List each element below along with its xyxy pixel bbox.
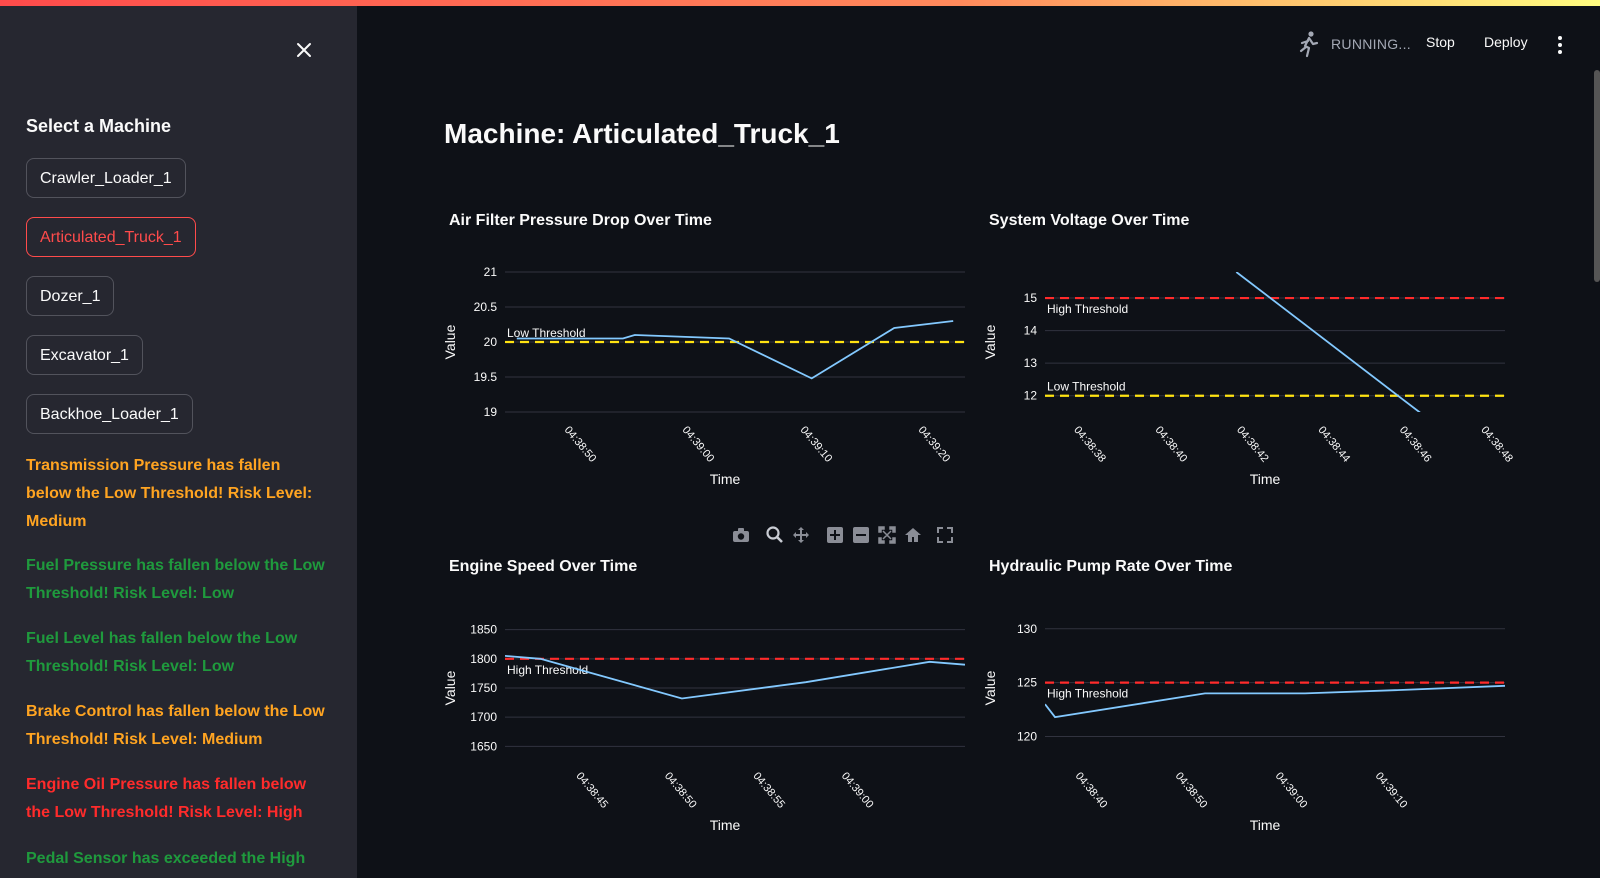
y-axis-title: Value <box>982 670 998 705</box>
machine-button-backhoe-loader[interactable]: Backhoe_Loader_1 <box>26 394 193 434</box>
series-line <box>1045 684 1505 719</box>
chart-title: Air Filter Pressure Drop Over Time <box>449 212 712 229</box>
zoom-out-icon[interactable] <box>852 526 872 546</box>
x-tick-label: 04:39:00 <box>680 424 717 465</box>
y-tick-label: 20.5 <box>474 300 498 314</box>
chart-svg: 19 19.5 20 20.5 21 04:38:50 04:39:00 04:39:10 04… <box>442 265 965 487</box>
chart-svg: 120 125 130 04:38:40 04:38:50 04:39:00 04:39:1… <box>982 622 1505 833</box>
x-tick-label: 04:38:38 <box>1071 424 1108 465</box>
y-tick-label: 14 <box>1024 324 1038 338</box>
y-tick-label: 1750 <box>470 681 497 695</box>
zoom-in-icon[interactable] <box>826 526 846 546</box>
x-tick-label: 04:38:42 <box>1234 424 1271 465</box>
top-decoration-bar <box>0 0 1600 6</box>
chart-title: Engine Speed Over Time <box>449 558 638 575</box>
x-tick-label: 04:38:55 <box>750 770 787 811</box>
chart-title: Hydraulic Pump Rate Over Time <box>989 558 1233 575</box>
threshold-label: Low Threshold <box>1047 380 1126 394</box>
sidebar-title: Select a Machine <box>26 116 172 136</box>
x-axis-title: Time <box>1250 817 1281 833</box>
machine-button-articulated-truck[interactable]: Articulated_Truck_1 <box>26 217 196 257</box>
stop-button[interactable]: Stop <box>1426 34 1455 50</box>
chart-svg: 1650 1700 1750 1800 1850 04:38:45 04:38:50 04:3… <box>442 623 965 833</box>
fullscreen-icon[interactable] <box>936 526 956 546</box>
x-tick-label: 04:38:40 <box>1153 424 1190 465</box>
y-tick-label: 120 <box>1017 729 1037 743</box>
autoscale-icon[interactable] <box>878 526 898 546</box>
system-voltage-chart: System Voltage Over Time 12 13 14 15 04:38:3… <box>982 212 1515 502</box>
y-tick-label: 1650 <box>470 739 497 753</box>
close-icon <box>297 43 311 57</box>
y-axis-title: Value <box>982 324 998 359</box>
machine-button-crawler-loader[interactable]: Crawler_Loader_1 <box>26 158 186 198</box>
sidebar: Select a Machine Crawler_Loader_1 Articu… <box>0 6 357 878</box>
threshold-label: High Threshold <box>1047 302 1128 316</box>
y-tick-label: 19 <box>484 405 498 419</box>
y-tick-label: 1800 <box>470 652 497 666</box>
x-axis-title: Time <box>710 817 741 833</box>
threshold-label: High Threshold <box>507 663 588 677</box>
y-tick-label: 1850 <box>470 623 497 637</box>
y-tick-label: 125 <box>1017 676 1037 690</box>
hydraulic-pump-chart: Hydraulic Pump Rate Over Time 120 125 130 0… <box>982 558 1515 848</box>
y-tick-label: 130 <box>1017 622 1037 636</box>
alert-message: Fuel Pressure has fallen below the Low T… <box>26 557 325 602</box>
y-tick-label: 21 <box>484 265 498 279</box>
y-tick-label: 19.5 <box>474 370 498 384</box>
x-axis-title: Time <box>1250 471 1281 487</box>
machine-button-dozer[interactable]: Dozer_1 <box>26 276 115 316</box>
machine-button-excavator[interactable]: Excavator_1 <box>26 335 143 375</box>
x-tick-label: 04:38:50 <box>562 424 599 465</box>
x-tick-label: 04:38:50 <box>662 770 699 811</box>
running-status: RUNNING... <box>1331 36 1411 52</box>
x-axis-title: Time <box>710 471 741 487</box>
chart-title: System Voltage Over Time <box>989 212 1190 229</box>
y-axis-title: Value <box>442 324 458 359</box>
alert-message: Fuel Level has fallen below the Low Thre… <box>26 630 298 675</box>
x-tick-label: 04:38:40 <box>1073 770 1110 811</box>
y-tick-label: 15 <box>1024 291 1038 305</box>
alert-message: Transmission Pressure has fallen below t… <box>26 457 313 530</box>
y-tick-label: 13 <box>1024 356 1038 370</box>
x-tick-label: 04:39:10 <box>1373 770 1410 811</box>
pan-icon[interactable] <box>792 526 812 546</box>
close-sidebar-button[interactable] <box>290 36 318 64</box>
home-icon[interactable] <box>904 526 924 546</box>
x-tick-label: 04:38:50 <box>1173 770 1210 811</box>
y-axis-title: Value <box>442 670 458 705</box>
x-tick-label: 04:39:20 <box>916 424 953 465</box>
threshold-label: High Threshold <box>1047 687 1128 701</box>
chart-svg: 12 13 14 15 04:38:38 04:38:40 04:38:42 04:38:44… <box>982 272 1515 487</box>
air-filter-chart: Air Filter Pressure Drop Over Time 19 19.… <box>442 212 965 502</box>
series-line <box>516 320 954 380</box>
x-tick-label: 04:38:48 <box>1478 424 1515 465</box>
page-scrollbar[interactable] <box>1594 70 1600 282</box>
deploy-button[interactable]: Deploy <box>1484 34 1528 50</box>
alert-message: Engine Oil Pressure has fallen below the… <box>26 776 307 821</box>
page-title: Machine: Articulated_Truck_1 <box>444 118 840 149</box>
series-line <box>505 655 965 700</box>
more-options-icon[interactable] <box>1552 34 1568 56</box>
running-man-icon <box>1299 31 1319 58</box>
engine-speed-chart: Engine Speed Over Time 1650 1700 1750 1800 1… <box>442 558 965 848</box>
alert-message: Brake Control has fallen below the Low T… <box>26 703 325 748</box>
x-tick-label: 04:39:00 <box>839 770 876 811</box>
x-tick-label: 04:38:45 <box>573 770 610 811</box>
alert-message: Pedal Sensor has exceeded the High <box>26 850 306 867</box>
x-tick-label: 04:38:44 <box>1315 424 1352 465</box>
zoom-icon[interactable] <box>766 526 786 546</box>
y-tick-label: 12 <box>1024 389 1038 403</box>
y-tick-label: 20 <box>484 335 498 349</box>
series-line <box>1235 272 1421 412</box>
camera-icon[interactable] <box>732 526 752 546</box>
y-tick-label: 1700 <box>470 710 497 724</box>
x-tick-label: 04:38:46 <box>1397 424 1434 465</box>
x-tick-label: 04:39:10 <box>798 424 835 465</box>
x-tick-label: 04:39:00 <box>1273 770 1310 811</box>
threshold-label: Low Threshold <box>507 326 586 340</box>
